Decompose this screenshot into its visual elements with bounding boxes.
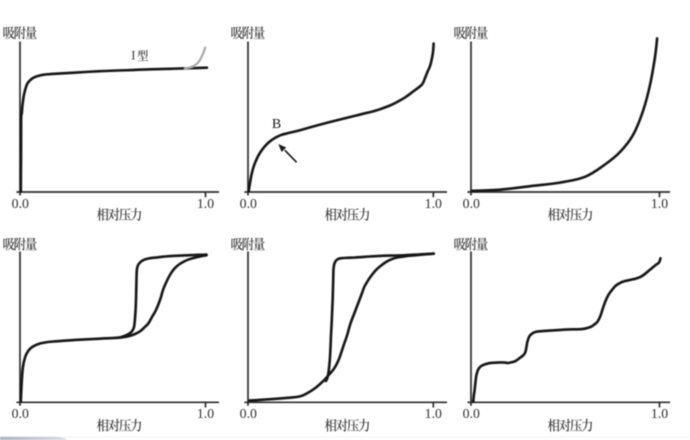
svg-text:0.0: 0.0	[240, 196, 257, 211]
svg-text:0.0: 0.0	[240, 406, 257, 421]
svg-text:0.0: 0.0	[12, 406, 29, 421]
svg-text:0.0: 0.0	[463, 406, 480, 421]
svg-text:1.0: 1.0	[425, 196, 442, 211]
svg-text:B: B	[272, 117, 281, 132]
svg-text:1.0: 1.0	[651, 406, 668, 421]
svg-text:1.0: 1.0	[197, 196, 214, 211]
svg-text:1.0: 1.0	[651, 196, 668, 211]
svg-text:I: I	[131, 49, 135, 63]
svg-text:0.0: 0.0	[12, 196, 29, 211]
svg-text:1.0: 1.0	[197, 406, 214, 421]
svg-text:1.0: 1.0	[425, 406, 442, 421]
svg-text:0.0: 0.0	[463, 196, 480, 211]
